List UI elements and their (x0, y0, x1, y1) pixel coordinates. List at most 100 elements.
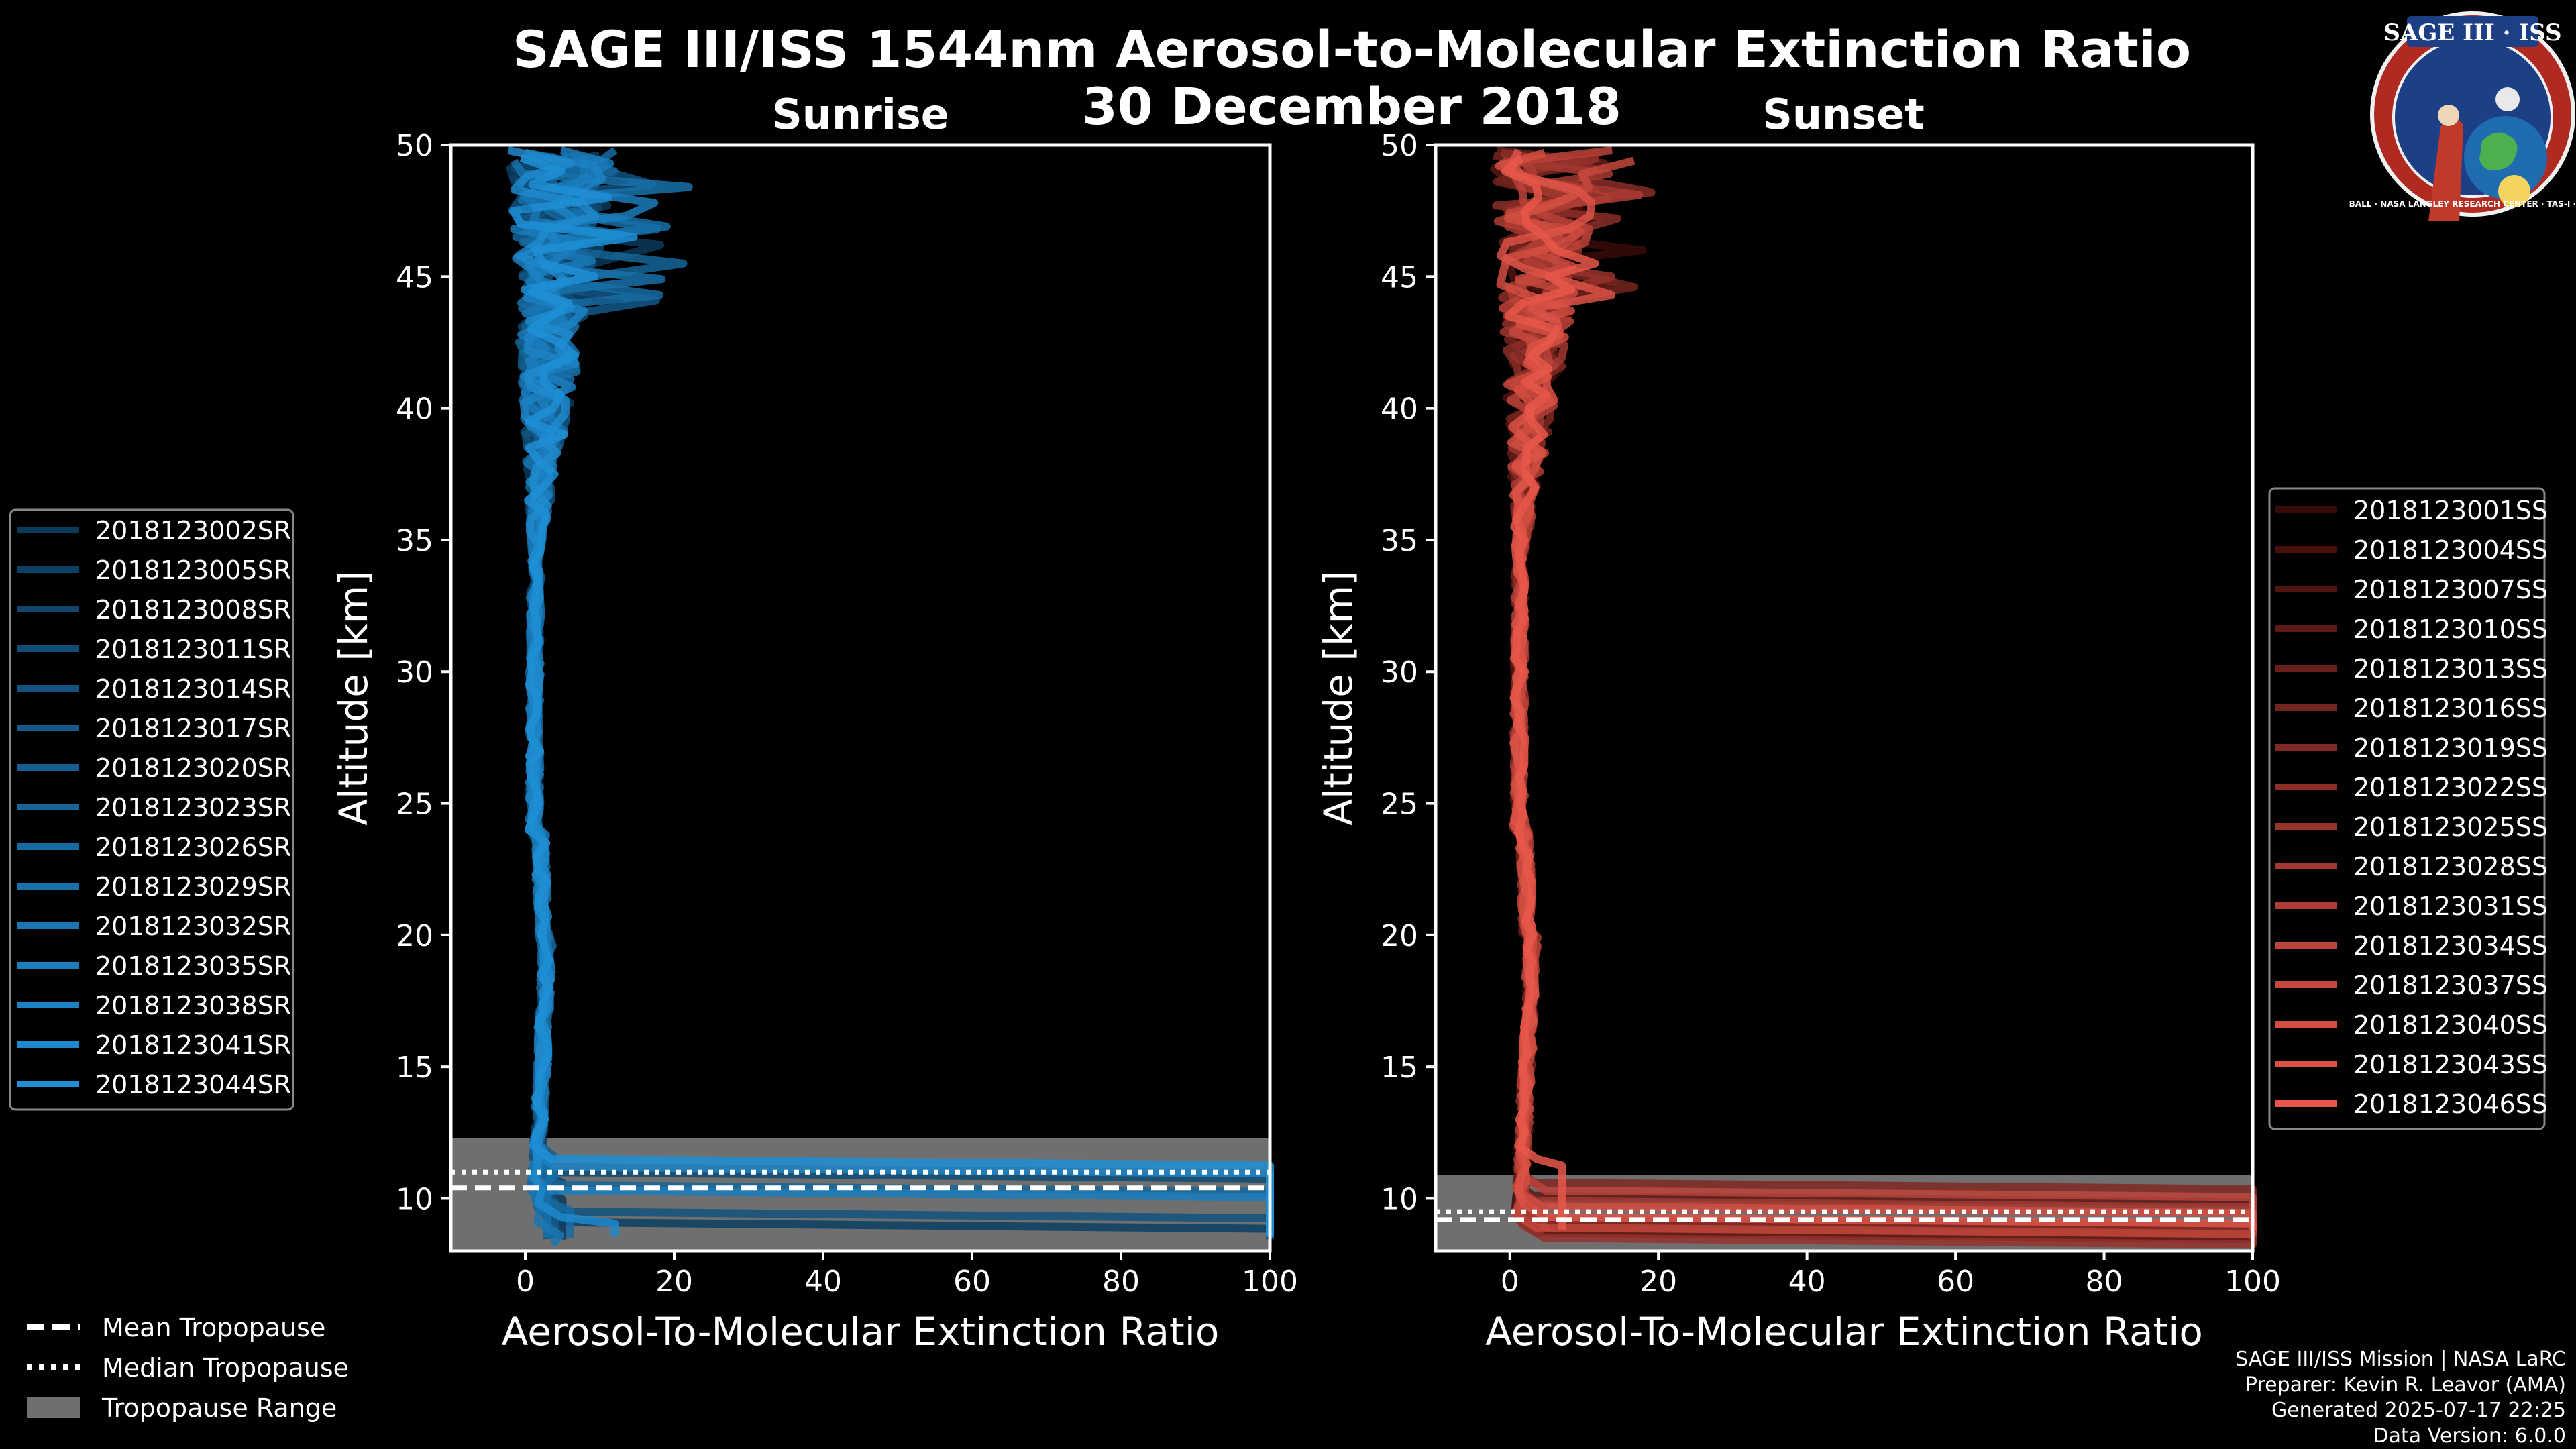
legend-label: 2018123017SR (95, 714, 291, 743)
logo-banner (2407, 16, 2538, 47)
legend-label: 2018123026SR (95, 833, 291, 862)
series-line (1496, 146, 2257, 1241)
x-tick-label: 0 (1501, 1265, 1519, 1299)
x-axis-label: Aerosol-To-Molecular Extinction Ratio (502, 1309, 1220, 1354)
y-tick-label: 40 (396, 392, 433, 427)
legend-label: 2018123007SS (2353, 575, 2548, 604)
legend-label: 2018123040SS (2353, 1010, 2548, 1040)
series-line (510, 146, 1274, 1237)
y-tick-label: 15 (396, 1051, 433, 1085)
sunset-legend-frame (2268, 487, 2546, 1130)
legend-median-label: Median Tropopause (102, 1353, 349, 1383)
y-tick-label: 45 (1381, 260, 1418, 294)
x-tick-label: 100 (2224, 1265, 2281, 1299)
x-tick-label: 40 (1788, 1265, 1826, 1299)
legend-label: 2018123038SR (95, 991, 291, 1020)
logo-ring-text: BALL · NASA LANGLEY RESEARCH CENTER · TA… (2349, 199, 2576, 209)
legend-label: 2018123005SR (95, 555, 291, 585)
series-line (512, 148, 1274, 1237)
y-tick-label: 20 (1381, 919, 1418, 953)
y-tick-label: 30 (1381, 655, 1418, 690)
x-tick-label: 20 (655, 1265, 693, 1299)
x-tick-label: 40 (804, 1265, 842, 1299)
legend-label: 2018123014SR (95, 674, 291, 704)
sunrise-legend-frame (9, 508, 294, 1111)
axes-frame (1434, 143, 2255, 1253)
legend-label: 2018123035SR (95, 951, 291, 981)
y-tick-label: 10 (396, 1182, 433, 1216)
legend-label: 2018123046SS (2353, 1089, 2548, 1119)
y-tick-label: 50 (1381, 129, 1418, 163)
series-line (1503, 156, 2257, 1238)
y-tick-label: 20 (396, 919, 433, 953)
legend-label: 2018123016SS (2353, 694, 2548, 723)
y-tick-label: 15 (1381, 1051, 1418, 1085)
legend-label: 2018123032SR (95, 912, 291, 941)
legend-label: 2018123037SS (2353, 971, 2548, 1000)
series-line (1509, 151, 2257, 1232)
legend-label: 2018123008SR (95, 595, 291, 625)
legend-label: 2018123022SS (2353, 773, 2548, 802)
x-tick-label: 80 (1102, 1265, 1140, 1299)
y-tick-label: 40 (1381, 392, 1418, 427)
y-axis-label: Altitude [km] (331, 570, 376, 825)
chart-title: SAGE III/ISS 1544nm Aerosol-to-Molecular… (513, 19, 2191, 79)
logo-figure-head (2438, 105, 2459, 126)
x-tick-label: 80 (2086, 1265, 2123, 1299)
y-tick-label: 45 (396, 260, 433, 294)
y-tick-label: 35 (396, 524, 433, 558)
legend-label: 2018123010SS (2353, 614, 2548, 644)
legend-label: 2018123043SS (2353, 1050, 2548, 1079)
x-tick-label: 60 (953, 1265, 991, 1299)
sunset-legend: 2018123001SS 2018123004SS 2018123007SS 2018… (2268, 487, 2548, 1130)
series-line (509, 154, 1274, 1236)
series-line (1503, 154, 2257, 1249)
legend-label: 2018123031SS (2353, 892, 2548, 921)
logo-sun-icon (2498, 175, 2530, 207)
legend-label: 2018123041SR (95, 1030, 291, 1060)
x-tick-label: 100 (1242, 1265, 1298, 1299)
sunrise-legend: 2018123002SR 2018123005SR 2018123008SR 2018… (9, 508, 294, 1111)
legend-label: 2018123019SS (2353, 733, 2548, 763)
footer-mission: SAGE III/ISS Mission | NASA LaRC (2235, 1348, 2566, 1371)
panel-title-sunrise: Sunrise (772, 90, 949, 139)
series-line (517, 154, 1274, 1239)
legend-label: 2018123023SR (95, 793, 291, 822)
series-line (1495, 149, 2257, 1230)
series-line (1492, 148, 2257, 1232)
legend-label: 2018123013SS (2353, 654, 2548, 684)
series-line (508, 154, 1274, 1239)
legend-mean-label: Mean Tropopause (102, 1313, 325, 1342)
series-line (1505, 154, 2257, 1236)
legend-label: 2018123002SR (95, 516, 291, 545)
series-line (506, 151, 1274, 1240)
axes-frame (449, 143, 1272, 1253)
x-tick-label: 0 (516, 1265, 535, 1299)
legend-label: 2018123044SR (95, 1070, 291, 1099)
sage-logo: SAGE III · ISS BALL · NASA LANGLEY RESEA… (2349, 11, 2576, 221)
legend-range-label: Tropopause Range (101, 1393, 337, 1423)
y-tick-label: 35 (1381, 524, 1418, 558)
legend-label: 2018123025SS (2353, 812, 2548, 842)
series-line (1499, 156, 2257, 1232)
logo-continent-shape (2479, 132, 2518, 171)
series-line (1501, 154, 1599, 1230)
series-line (512, 154, 1274, 1238)
y-axis-label: Altitude [km] (1316, 570, 1361, 825)
y-tick-label: 30 (396, 655, 433, 690)
series-line (1496, 148, 2257, 1244)
legend-label: 2018123020SR (95, 753, 291, 783)
legend-label: 2018123011SR (95, 635, 291, 664)
y-tick-label: 10 (1381, 1182, 1418, 1216)
panel-title-sunset: Sunset (1762, 90, 1925, 139)
footer-version: Data Version: 6.0.0 (2373, 1424, 2566, 1448)
y-tick-label: 25 (396, 788, 433, 822)
series-line (1498, 146, 2257, 1231)
y-tick-label: 50 (396, 129, 433, 163)
tropopause-legend: Mean Tropopause Median Tropopause Tropop… (27, 1313, 349, 1423)
chart-date: 30 December 2018 (1082, 76, 1621, 136)
logo-figure-shape (2428, 117, 2463, 221)
legend-label: 2018123028SS (2353, 852, 2548, 881)
legend-label: 2018123034SS (2353, 931, 2548, 961)
